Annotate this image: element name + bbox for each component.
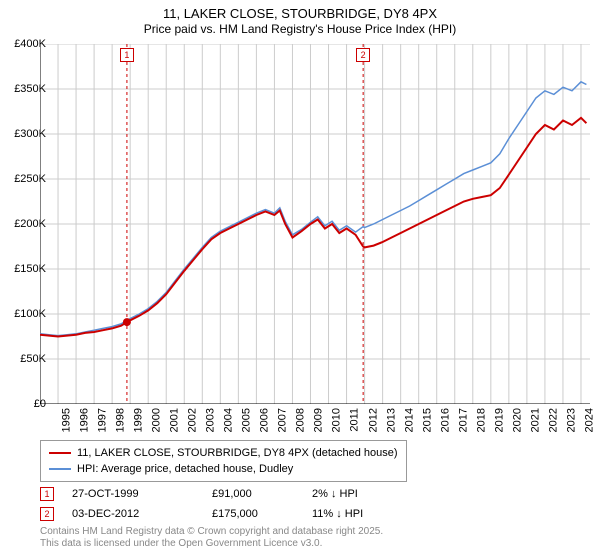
sale-date: 27-OCT-1999	[72, 488, 212, 500]
footer-line-1: Contains HM Land Registry data © Crown c…	[40, 526, 383, 538]
y-tick-label: £50K	[2, 353, 46, 365]
y-tick-label: £0	[2, 398, 46, 410]
x-tick-label: 2006	[259, 408, 271, 432]
x-tick-label: 2001	[169, 408, 181, 432]
x-tick-label: 1997	[97, 408, 109, 432]
sales-table: 1 27-OCT-1999 £91,000 2% ↓ HPI 2 03-DEC-…	[40, 484, 412, 524]
sale-marker-box: 1	[120, 48, 134, 62]
x-tick-label: 2012	[367, 408, 379, 432]
x-tick-label: 2005	[241, 408, 253, 432]
y-tick-label: £200K	[2, 218, 46, 230]
x-tick-label: 2024	[583, 408, 595, 432]
x-tick-label: 2015	[421, 408, 433, 432]
x-tick-label: 2020	[511, 408, 523, 432]
sale-marker-icon: 2	[40, 507, 54, 521]
x-tick-label: 1998	[115, 408, 127, 432]
footer-line-2: This data is licensed under the Open Gov…	[40, 538, 383, 550]
sale-marker-box: 2	[356, 48, 370, 62]
legend-label: HPI: Average price, detached house, Dudl…	[77, 463, 293, 475]
chart-container: 11, LAKER CLOSE, STOURBRIDGE, DY8 4PX Pr…	[0, 0, 600, 560]
y-tick-label: £400K	[2, 38, 46, 50]
chart-area	[40, 44, 590, 404]
title-line-1: 11, LAKER CLOSE, STOURBRIDGE, DY8 4PX	[0, 6, 600, 21]
x-tick-label: 2000	[151, 408, 163, 432]
legend-swatch	[49, 452, 71, 455]
x-tick-label: 2009	[313, 408, 325, 432]
x-tick-label: 1999	[133, 408, 145, 432]
x-tick-label: 1995	[60, 408, 72, 432]
x-tick-label: 2017	[457, 408, 469, 432]
footer: Contains HM Land Registry data © Crown c…	[40, 526, 383, 550]
x-tick-label: 2016	[439, 408, 451, 432]
x-tick-label: 2010	[331, 408, 343, 432]
x-tick-label: 2018	[475, 408, 487, 432]
sale-delta: 11% ↓ HPI	[312, 508, 412, 520]
x-tick-label: 2004	[223, 408, 235, 432]
y-tick-label: £150K	[2, 263, 46, 275]
title-block: 11, LAKER CLOSE, STOURBRIDGE, DY8 4PX Pr…	[0, 0, 600, 36]
x-tick-label: 2013	[385, 408, 397, 432]
legend-label: 11, LAKER CLOSE, STOURBRIDGE, DY8 4PX (d…	[77, 447, 398, 459]
sale-price: £175,000	[212, 508, 312, 520]
legend-swatch	[49, 468, 71, 470]
y-tick-label: £300K	[2, 128, 46, 140]
sale-row: 2 03-DEC-2012 £175,000 11% ↓ HPI	[40, 504, 412, 524]
sale-delta: 2% ↓ HPI	[312, 488, 412, 500]
title-line-2: Price paid vs. HM Land Registry's House …	[0, 22, 600, 36]
x-tick-label: 2021	[529, 408, 541, 432]
legend-item: 11, LAKER CLOSE, STOURBRIDGE, DY8 4PX (d…	[49, 445, 398, 461]
legend-item: HPI: Average price, detached house, Dudl…	[49, 461, 398, 477]
x-tick-label: 1996	[79, 408, 91, 432]
y-tick-label: £250K	[2, 173, 46, 185]
x-tick-label: 2011	[348, 408, 360, 432]
chart-svg	[40, 44, 590, 404]
sale-date: 03-DEC-2012	[72, 508, 212, 520]
x-tick-label: 2003	[205, 408, 217, 432]
sale-row: 1 27-OCT-1999 £91,000 2% ↓ HPI	[40, 484, 412, 504]
y-tick-label: £350K	[2, 83, 46, 95]
sale-marker-icon: 1	[40, 487, 54, 501]
x-tick-label: 2008	[295, 408, 307, 432]
x-tick-label: 2019	[493, 408, 505, 432]
y-tick-label: £100K	[2, 308, 46, 320]
legend: 11, LAKER CLOSE, STOURBRIDGE, DY8 4PX (d…	[40, 440, 407, 482]
x-tick-label: 2014	[403, 408, 415, 432]
x-tick-label: 2002	[187, 408, 199, 432]
x-tick-label: 2023	[565, 408, 577, 432]
x-tick-label: 2007	[277, 408, 289, 432]
x-tick-label: 2022	[547, 408, 559, 432]
sale-price: £91,000	[212, 488, 312, 500]
